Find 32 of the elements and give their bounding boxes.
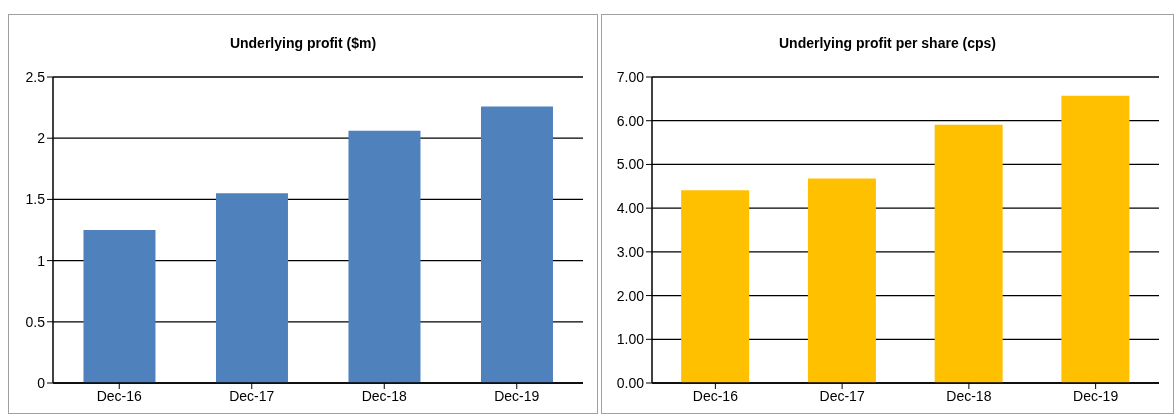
y-tick-label: 0	[37, 374, 46, 391]
x-tick-label: Dec-19	[494, 387, 540, 404]
x-tick-label: Dec-17	[819, 387, 865, 404]
y-tick-label: 1	[37, 252, 46, 269]
y-tick-label: 7.00	[616, 68, 645, 85]
bar	[681, 190, 750, 383]
y-tick-label: 0.5	[25, 313, 46, 330]
y-tick-label: 0.00	[616, 374, 645, 391]
chart-title: Underlying profit per share (cps)	[777, 35, 997, 51]
bar	[83, 230, 156, 383]
bar	[807, 178, 876, 383]
bar	[1061, 95, 1130, 383]
x-tick-label: Dec-18	[946, 387, 992, 404]
y-tick-label: 2.5	[25, 68, 46, 85]
bar	[934, 124, 1003, 383]
y-tick-label: 6.00	[616, 112, 645, 129]
bar	[348, 130, 421, 383]
bar	[480, 106, 553, 383]
x-tick-label: Dec-16	[96, 387, 143, 404]
y-tick-label: 3.00	[616, 243, 645, 260]
y-tick-label: 2.00	[616, 287, 645, 304]
chart-title: Underlying profit ($m)	[228, 35, 378, 51]
y-tick-label: 5.00	[616, 156, 645, 173]
x-tick-label: Dec-19	[1073, 387, 1119, 404]
x-tick-label: Dec-16	[692, 387, 739, 404]
y-tick-label: 1.5	[25, 191, 46, 208]
y-tick-label: 1.00	[616, 331, 645, 348]
x-tick-label: Dec-17	[229, 387, 275, 404]
y-tick-label: 2	[37, 130, 46, 147]
y-tick-label: 4.00	[616, 200, 645, 217]
x-tick-label: Dec-18	[361, 387, 408, 404]
bar	[215, 193, 288, 383]
